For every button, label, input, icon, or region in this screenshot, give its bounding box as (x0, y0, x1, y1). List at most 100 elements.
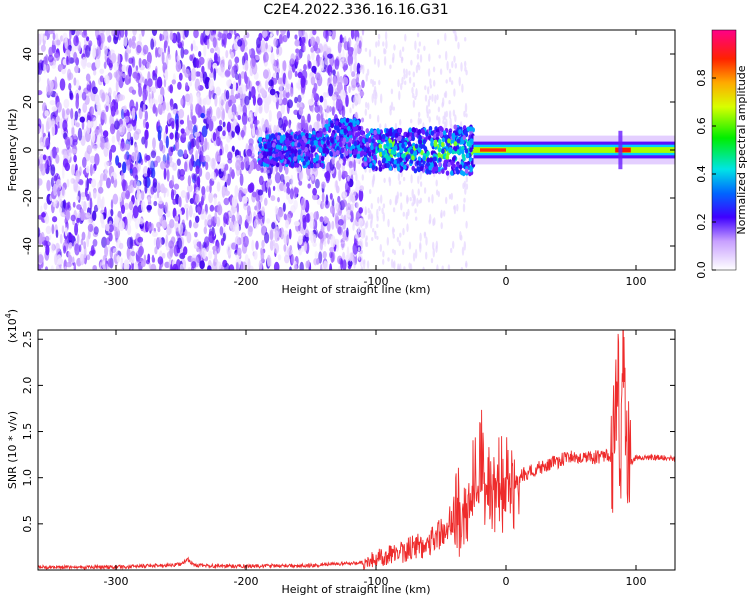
heatmap-faint-cell (415, 216, 418, 221)
heatmap-noise-cell (117, 53, 121, 66)
heatmap-band-cell (352, 135, 357, 141)
heatmap-faint-cell (446, 60, 449, 71)
heatmap-noise-cell (217, 204, 223, 216)
heatmap-noise-cell (200, 112, 205, 119)
colorbar-tick-label: 0.0 (695, 261, 708, 279)
heatmap-noise-cell (258, 106, 263, 114)
heatmap-band-cell (297, 142, 301, 148)
heatmap-noise-cell (145, 154, 151, 161)
heatmap-noise-cell (341, 105, 346, 118)
heatmap-noise-cell (238, 189, 243, 203)
heatmap-noise-cell (234, 223, 240, 236)
heatmap-faint-cell (450, 247, 453, 254)
heatmap-noise-cell (138, 33, 142, 43)
heatmap-faint-cell (432, 247, 435, 258)
heatmap-noise-cell (210, 47, 215, 54)
heatmap-noise-cell (222, 59, 225, 68)
heatmap-band-cell (453, 141, 458, 147)
heatmap-noise-cell (342, 77, 349, 86)
heatmap-noise-cell (214, 211, 218, 224)
heatmap-noise-cell (283, 213, 287, 221)
heatmap-band-cell (372, 154, 377, 160)
heatmap-noise-cell (41, 123, 45, 135)
heatmap-noise-cell (249, 113, 252, 124)
heatmap-noise-cell (73, 35, 79, 47)
heatmap-band-cell (370, 144, 374, 151)
heatmap-noise-cell (190, 43, 194, 52)
heatmap-band-cell (310, 163, 314, 169)
heatmap-noise-cell (149, 98, 154, 109)
heatmap-noise-cell (56, 147, 59, 154)
heatmap-noise-cell (204, 137, 208, 151)
heatmap-faint-cell (445, 79, 448, 84)
heatmap-noise-cell (110, 105, 116, 117)
heatmap-noise-cell (119, 30, 125, 38)
heatmap-noise-cell (176, 237, 183, 250)
heatmap-faint-cell (349, 194, 352, 201)
heatmap-band-cell (325, 119, 329, 125)
heatmap-noise-cell (342, 251, 346, 260)
heatmap-band-cell (293, 148, 298, 154)
heatmap-faint-cell (353, 196, 356, 203)
heatmap-noise-cell (116, 109, 119, 115)
heatmap-noise-cell (195, 136, 200, 150)
heatmap-noise-cell (132, 205, 139, 219)
heatmap-faint-cell (423, 232, 427, 239)
heatmap-faint-cell (373, 55, 377, 65)
heatmap-faint-cell (398, 240, 401, 247)
heatmap-noise-cell (153, 237, 157, 246)
heatmap-noise-cell (102, 130, 109, 138)
heatmap-noise-cell (220, 92, 226, 105)
heatmap-noise-cell (70, 148, 77, 154)
heatmap-noise-cell (273, 37, 278, 48)
heatmap-band-cell (396, 152, 401, 158)
heatmap-band-cell (317, 140, 322, 146)
heatmap-noise-cell (302, 217, 307, 230)
heatmap-noise-cell (262, 124, 267, 133)
heatmap-band-cell (381, 134, 386, 140)
heatmap-faint-cell (444, 32, 447, 42)
heatmap-noise-cell (38, 90, 43, 96)
heatmap-band-cell (371, 138, 375, 144)
heatmap-noise-cell (329, 193, 333, 200)
heatmap-band-cell (293, 133, 298, 140)
heatmap-noise-cell (237, 92, 241, 99)
heatmap-noise-cell (96, 136, 101, 149)
heatmap-noise-cell (118, 124, 125, 136)
heatmap-noise-cell (342, 49, 345, 62)
heatmap-noise-cell (271, 222, 276, 230)
heatmap-noise-cell (86, 36, 90, 42)
heatmap-band-cell (340, 147, 345, 154)
heatmap-noise-cell (226, 135, 231, 143)
heatmap-noise-cell (290, 174, 294, 187)
heatmap-noise-cell (261, 239, 265, 249)
heatmap-noise-cell (203, 44, 207, 57)
heatmap-noise-cell (69, 30, 72, 40)
heatmap-noise-cell (130, 117, 137, 127)
heatmap-noise-cell (196, 206, 201, 213)
heatmap-faint-cell (405, 68, 408, 79)
x-tick-label: 0 (503, 275, 510, 288)
heatmap-noise-cell (180, 30, 184, 38)
multiplier-base: (x10 (6, 318, 19, 343)
heatmap-band-cell (313, 163, 317, 169)
heatmap-noise-cell (311, 175, 315, 181)
heatmap-noise-cell (144, 110, 148, 122)
heatmap-noise-cell (231, 66, 237, 78)
heatmap-faint-cell (365, 73, 368, 82)
heatmap-noise-cell (323, 238, 327, 247)
heatmap-noise-cell (42, 154, 47, 161)
heatmap-noise-cell (100, 198, 104, 211)
heatmap-noise-cell (178, 108, 185, 119)
heatmap-band-cell (430, 162, 434, 168)
heatmap-band-cell (439, 131, 444, 138)
heatmap-noise-cell (176, 31, 181, 44)
heatmap-noise-cell (112, 193, 119, 205)
heatmap-noise-cell (147, 253, 151, 263)
heatmap-noise-cell (312, 242, 317, 247)
heatmap-noise-cell (189, 81, 193, 87)
heatmap-band-cell (455, 166, 459, 172)
heatmap-band-cell (336, 146, 340, 152)
heatmap-noise-cell (68, 152, 72, 158)
heatmap-band-cell (460, 149, 465, 155)
